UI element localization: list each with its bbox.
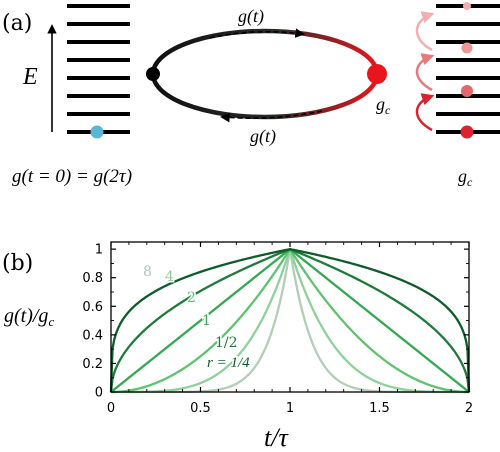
- y-tick-label: 0.2: [82, 357, 103, 372]
- curve-label-r12: 1/2: [215, 335, 238, 351]
- y-tick-label: 0.6: [82, 300, 103, 315]
- loop-start-dot: [146, 67, 160, 81]
- panel-b-label: (b): [2, 251, 33, 276]
- right-energy-levels: [436, 4, 500, 134]
- curve-label-r14: r = 1/4: [207, 355, 250, 371]
- plot-area: 0 0.5 1 1.5 2 0 0.2 0.4 0.6 0.8 1: [82, 241, 473, 416]
- loop-bottom-label: g(t): [250, 126, 276, 147]
- curve-label-r1: 1: [202, 313, 211, 329]
- plot-frame: [110, 241, 470, 393]
- axis-ticks: 0 0.5 1 1.5 2 0 0.2 0.4 0.6 0.8 1: [82, 242, 473, 416]
- x-tick-label: 1: [286, 401, 294, 416]
- forward-dashed-arrow: [209, 28, 305, 39]
- left-energy-levels: [67, 4, 130, 134]
- excitation-arrow: [415, 53, 435, 92]
- excitation-dot: [461, 42, 473, 54]
- curve-label-r2: 2: [187, 290, 196, 306]
- excitation-dot: [461, 85, 473, 97]
- gc-label-loop: gc: [376, 94, 391, 117]
- backward-dashed-arrow: [220, 110, 323, 123]
- data-curves: [109, 247, 471, 394]
- excitation-arrow: [415, 11, 435, 52]
- curve-label-r8: 8: [143, 264, 152, 280]
- y-tick-label: 0: [95, 386, 103, 401]
- initial-condition-label: g(t = 0) = g(2τ): [12, 166, 132, 187]
- energy-axis-label: E: [22, 64, 38, 90]
- panel-b: (b) g(t)/gc t/τ 0 0.5 1 1.5 200.20.40.60.81 …: [2, 241, 473, 452]
- y-axis-label: g(t)/gc: [4, 305, 54, 329]
- loop-gc-dot: [367, 64, 387, 84]
- x-tick-label: 0.5: [190, 401, 211, 416]
- panel-a: (a) E g(t) g(t) gc g(t = 0) = g(2τ): [2, 2, 500, 189]
- excitation-dot: [460, 125, 474, 139]
- x-axis-label: t/τ: [264, 423, 289, 452]
- loop-top-label: g(t): [238, 6, 264, 27]
- curve-label-r4: 4: [165, 269, 174, 285]
- x-tick-label: 0: [107, 401, 115, 416]
- x-tick-label: 2: [465, 401, 473, 416]
- series-line: [109, 247, 471, 393]
- panel-a-label: (a): [2, 11, 32, 36]
- x-tick-label: 1.5: [369, 401, 390, 416]
- y-tick-label: 1: [95, 243, 103, 258]
- y-tick-label: 0.8: [82, 271, 103, 286]
- ground-state-dot: [90, 125, 104, 139]
- excitation-dot: [463, 2, 471, 10]
- parameter-loop: [150, 28, 380, 120]
- y-tick-label: 0.4: [82, 328, 103, 343]
- excitation-arrow: [415, 93, 435, 132]
- gc-label-right: gc: [458, 166, 473, 189]
